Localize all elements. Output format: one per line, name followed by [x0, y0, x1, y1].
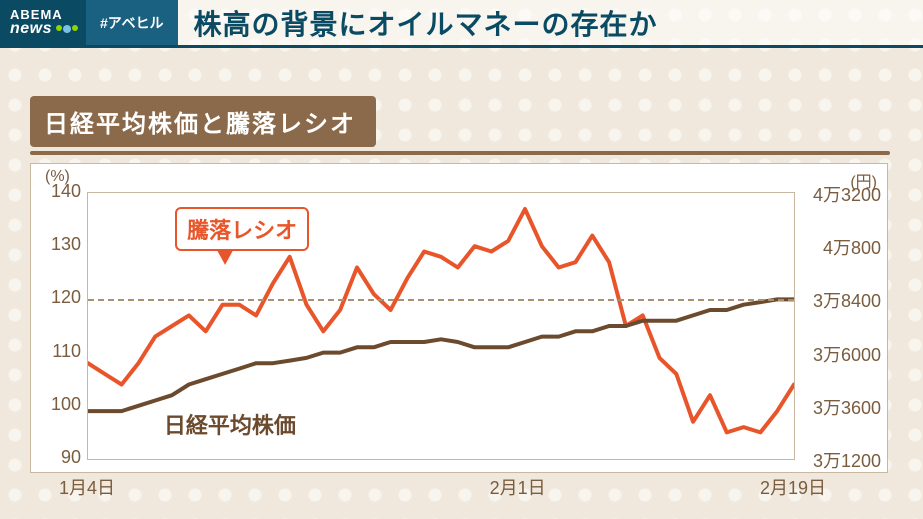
ytick-right: 3万6000	[813, 341, 881, 367]
subtitle-text: 日経平均株価と騰落レシオ	[30, 96, 376, 147]
ytick-right: 4万800	[823, 234, 881, 260]
header-bar: ABEMA news #アベヒル 株高の背景にオイルマネーの存在か	[0, 0, 923, 48]
ytick-right: 4万3200	[813, 181, 881, 207]
hashtag-text: #アベヒル	[100, 13, 164, 33]
subtitle: 日経平均株価と騰落レシオ	[30, 96, 376, 147]
series-label: 日経平均株価	[154, 404, 306, 444]
xtick: 2月19日	[760, 474, 826, 500]
xtick: 1月4日	[59, 474, 115, 500]
headline: 株高の背景にオイルマネーの存在か	[178, 0, 923, 45]
reference-line	[88, 299, 794, 301]
headline-text: 株高の背景にオイルマネーの存在か	[194, 3, 658, 43]
chart: (%) (円) 騰落レシオ日経平均株価 901001101201301403万1…	[30, 163, 888, 473]
logo-dots-icon	[56, 25, 78, 33]
ytick-left: 90	[39, 447, 81, 468]
content-area: 日経平均株価と騰落レシオ (%) (円) 騰落レシオ日経平均株価 9010011…	[0, 48, 923, 473]
xtick: 2月1日	[490, 474, 546, 500]
ytick-right: 3万8400	[813, 287, 881, 313]
series-label: 騰落レシオ	[175, 207, 309, 251]
subtitle-underline	[30, 151, 890, 155]
logo-line2: news	[10, 21, 52, 37]
ytick-left: 100	[39, 394, 81, 415]
ytick-left: 110	[39, 341, 81, 362]
ytick-left: 120	[39, 287, 81, 308]
ytick-left: 130	[39, 234, 81, 255]
logo: ABEMA news	[0, 0, 86, 45]
series-line	[88, 299, 794, 411]
ytick-left: 140	[39, 181, 81, 202]
ytick-right: 3万1200	[813, 447, 881, 473]
ytick-right: 3万3600	[813, 394, 881, 420]
hashtag-badge: #アベヒル	[86, 0, 178, 45]
plot-area: 騰落レシオ日経平均株価	[87, 192, 795, 460]
